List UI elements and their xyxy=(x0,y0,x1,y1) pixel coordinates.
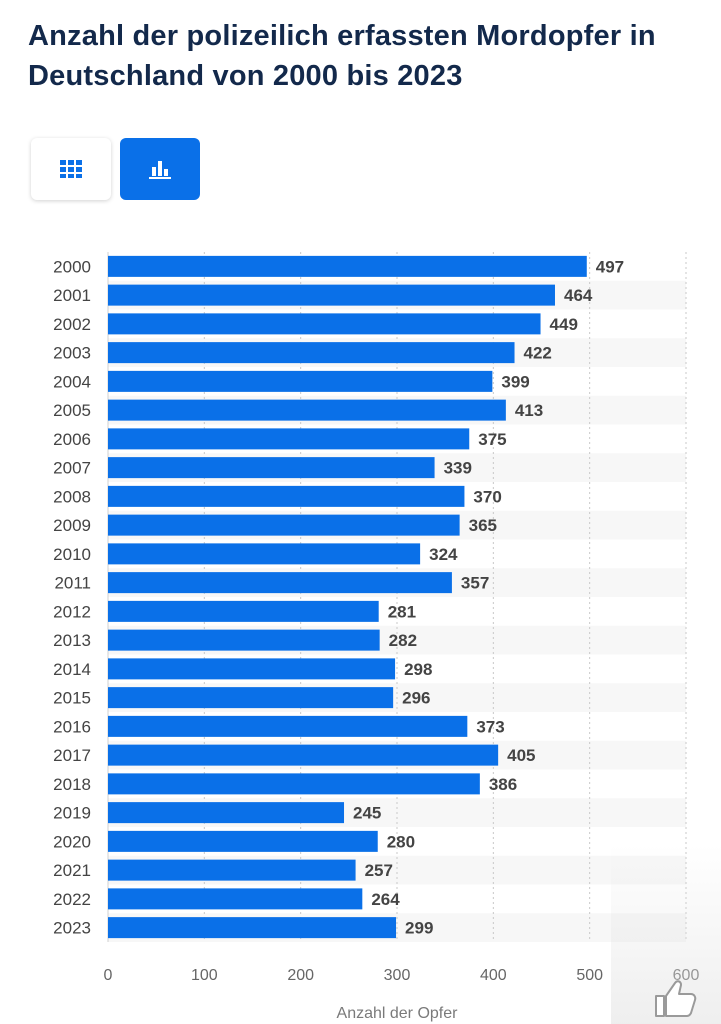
bar xyxy=(108,830,378,852)
data-label: 282 xyxy=(389,631,417,650)
category-label: 2021 xyxy=(53,861,91,880)
bar xyxy=(108,370,493,392)
data-label: 449 xyxy=(550,315,578,334)
data-label: 370 xyxy=(473,487,501,506)
data-label: 373 xyxy=(476,717,504,736)
bar xyxy=(108,802,345,824)
category-label: 2013 xyxy=(53,631,91,650)
data-label: 386 xyxy=(489,775,517,794)
chart-view-button[interactable] xyxy=(120,138,200,200)
data-label: 497 xyxy=(596,257,624,276)
data-label: 296 xyxy=(402,689,430,708)
data-label: 357 xyxy=(461,574,489,593)
data-label: 365 xyxy=(469,516,497,535)
page-title: Anzahl der polizeilich erfassten Mordopf… xyxy=(28,20,656,92)
category-label: 2020 xyxy=(53,832,91,851)
bar xyxy=(108,715,468,737)
category-label: 2009 xyxy=(53,516,91,535)
data-label: 281 xyxy=(388,602,416,621)
data-label: 399 xyxy=(501,372,529,391)
thumbs-up-icon[interactable] xyxy=(652,976,698,1020)
x-tick-label: 100 xyxy=(191,967,218,984)
x-tick-label: 400 xyxy=(480,967,507,984)
category-label: 2007 xyxy=(53,459,91,478)
bar xyxy=(108,859,356,881)
data-label: 245 xyxy=(353,804,381,823)
bar xyxy=(108,313,541,335)
bar xyxy=(108,658,396,680)
category-label: 2017 xyxy=(53,746,91,765)
data-label: 264 xyxy=(371,890,400,909)
x-tick-label: 0 xyxy=(104,967,113,984)
data-label: 464 xyxy=(564,286,593,305)
data-label: 257 xyxy=(365,861,393,880)
bar xyxy=(108,888,363,910)
category-label: 2023 xyxy=(53,919,91,938)
data-label: 339 xyxy=(444,459,472,478)
category-label: 2014 xyxy=(53,660,91,679)
x-tick-label: 300 xyxy=(384,967,411,984)
category-label: 2022 xyxy=(53,890,91,909)
bar xyxy=(108,629,380,651)
category-label: 2010 xyxy=(53,545,91,564)
x-axis-label: Anzahl der Opfer xyxy=(337,1005,459,1022)
data-label: 375 xyxy=(478,430,506,449)
bar xyxy=(108,457,435,479)
bar xyxy=(108,744,499,766)
data-label: 324 xyxy=(429,545,458,564)
category-label: 2000 xyxy=(53,257,91,276)
bar xyxy=(108,399,506,421)
category-label: 2015 xyxy=(53,689,91,708)
category-label: 2006 xyxy=(53,430,91,449)
data-label: 413 xyxy=(515,401,543,420)
table-grid-icon xyxy=(60,160,82,178)
category-label: 2008 xyxy=(53,487,91,506)
data-label: 422 xyxy=(524,344,552,363)
bar xyxy=(108,255,587,277)
data-label: 405 xyxy=(507,746,535,765)
category-label: 2002 xyxy=(53,315,91,334)
bar xyxy=(108,342,515,364)
bar xyxy=(108,572,452,594)
data-label: 299 xyxy=(405,919,433,938)
x-tick-label: 200 xyxy=(287,967,314,984)
bar xyxy=(108,917,397,939)
category-label: 2019 xyxy=(53,804,91,823)
data-label: 298 xyxy=(404,660,432,679)
bar xyxy=(108,600,379,622)
category-label: 2005 xyxy=(53,401,91,420)
category-label: 2012 xyxy=(53,602,91,621)
bar xyxy=(108,428,470,450)
category-label: 2004 xyxy=(53,372,91,391)
category-label: 2011 xyxy=(54,574,91,593)
bar xyxy=(108,284,555,306)
x-tick-label: 500 xyxy=(576,967,603,984)
table-view-button[interactable] xyxy=(31,138,111,200)
bar-chart-icon xyxy=(149,161,171,179)
bar xyxy=(108,773,480,795)
category-label: 2016 xyxy=(53,717,91,736)
category-label: 2003 xyxy=(53,344,91,363)
data-label: 280 xyxy=(387,832,415,851)
bar xyxy=(108,687,394,709)
bar xyxy=(108,514,460,536)
bar xyxy=(108,485,465,507)
category-label: 2018 xyxy=(53,775,91,794)
category-label: 2001 xyxy=(53,286,91,305)
bar xyxy=(108,543,421,565)
